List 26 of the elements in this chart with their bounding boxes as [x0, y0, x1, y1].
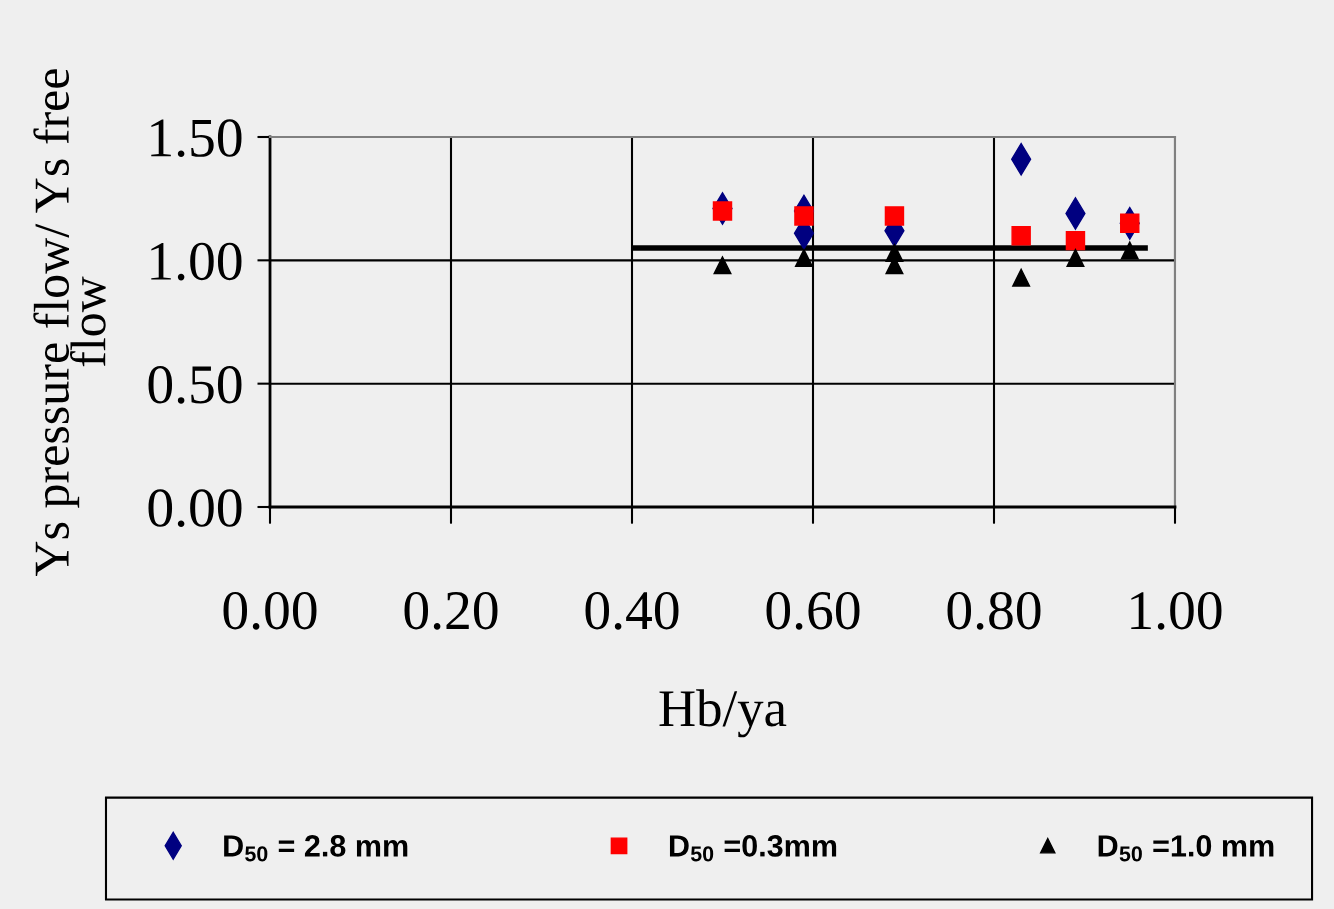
- x-tick-label: 0.00: [223, 591, 317, 630]
- y-axis-title: Ys pressure flow/ Ys free flow: [33, 69, 106, 576]
- x-tick-label: 0.20: [404, 591, 498, 630]
- x-axis-title: Hb/ya: [659, 689, 787, 738]
- point: [712, 201, 733, 221]
- point: [1011, 225, 1031, 246]
- x-tick-label: 1.00: [1131, 591, 1222, 630]
- point: [1120, 213, 1140, 234]
- point: [1066, 248, 1085, 267]
- legend-label: D$_{50}$ =0.3mm: [669, 835, 837, 862]
- y-tick-label: 1.50: [151, 119, 242, 158]
- point: [884, 206, 905, 226]
- x-tick-label: 0.60: [766, 591, 860, 630]
- legend-label: D$_{50}$ =1.0 mm: [1098, 835, 1274, 862]
- point: [794, 206, 814, 226]
- point: [794, 248, 813, 267]
- y-tick-label: 1.00: [151, 242, 242, 281]
- point: [713, 256, 732, 275]
- x-tick-label: 0.80: [947, 591, 1041, 630]
- point: [1120, 241, 1139, 260]
- point: [1065, 230, 1086, 251]
- x-tick-label: 0.40: [585, 591, 679, 630]
- point: [1012, 268, 1031, 287]
- y-tick-label: 0.50: [148, 366, 242, 404]
- y-tick-label: 0.00: [148, 489, 242, 528]
- legend-label: D$_{50}$ = 2.8 mm: [224, 835, 408, 862]
